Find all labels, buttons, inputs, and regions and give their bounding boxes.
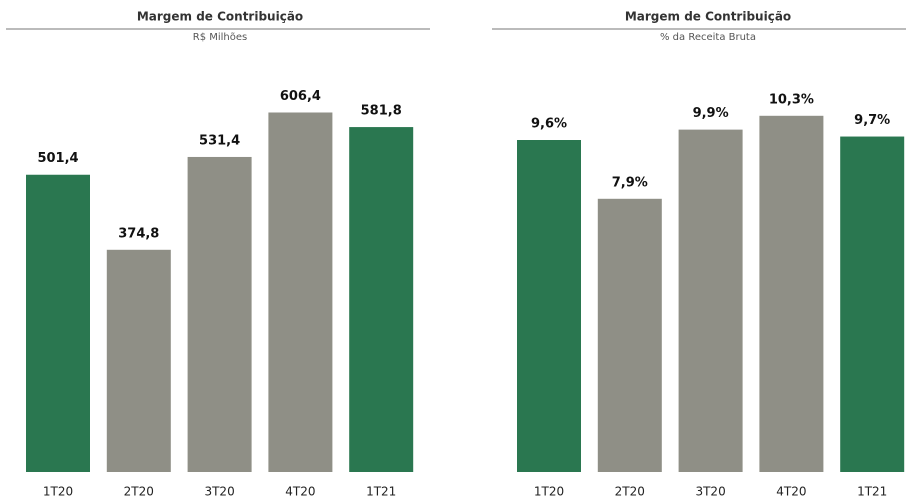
bar: [759, 115, 824, 473]
bar: [26, 174, 90, 472]
x-tick-label: 1T20: [534, 485, 564, 499]
bar: [349, 127, 414, 472]
x-tick-label: 2T20: [124, 485, 154, 499]
data-label: 9,9%: [693, 106, 729, 121]
bar: [187, 156, 252, 472]
x-tick-label: 3T20: [695, 485, 725, 499]
bar: [840, 136, 905, 472]
bar: [517, 140, 581, 472]
chart-subtitle: R$ Milhões: [193, 32, 248, 43]
chart-title: Margem de Contribuição: [625, 10, 791, 24]
data-label: 606,4: [280, 89, 321, 104]
x-tick-label: 4T20: [776, 485, 806, 499]
x-tick-label: 1T21: [366, 485, 396, 499]
x-tick-label: 1T20: [43, 485, 73, 499]
data-label: 9,7%: [854, 113, 890, 128]
x-tick-label: 1T21: [857, 485, 887, 499]
chart-title: Margem de Contribuição: [137, 10, 303, 24]
data-label: 531,4: [199, 133, 240, 148]
x-tick-label: 4T20: [285, 485, 315, 499]
bar: [268, 112, 333, 473]
data-label: 9,6%: [531, 117, 567, 132]
x-tick-label: 3T20: [204, 485, 234, 499]
chart-subtitle: % da Receita Bruta: [660, 32, 756, 43]
data-label: 374,8: [118, 226, 159, 241]
data-label: 501,4: [37, 151, 78, 166]
bar: [597, 198, 662, 472]
x-tick-label: 2T20: [615, 485, 645, 499]
data-label: 10,3%: [769, 92, 814, 107]
data-label: 7,9%: [612, 175, 648, 190]
bar: [678, 129, 743, 472]
data-label: 581,8: [361, 104, 402, 119]
bar: [106, 249, 171, 472]
